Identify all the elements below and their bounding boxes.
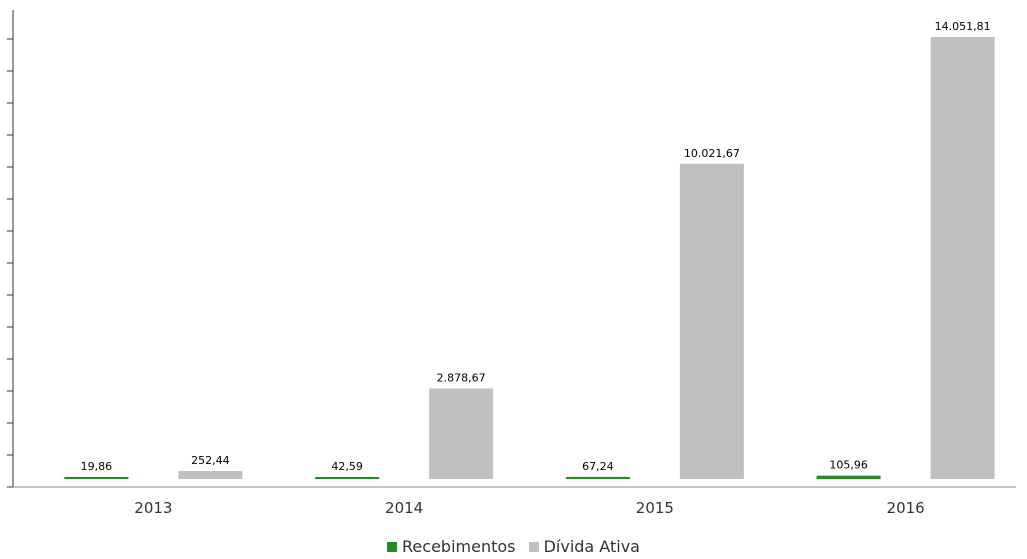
x-tick-label-2014: 2014 <box>385 499 423 517</box>
x-tick-label-2013: 2013 <box>134 499 172 517</box>
bar-recebimentos-2016[interactable] <box>816 475 881 479</box>
data-label-recebimentos-2016: 105,96 <box>829 459 868 472</box>
bar-divida-ativa-2015[interactable] <box>679 163 744 480</box>
legend: Recebimentos Dívida Ativa <box>0 537 1027 556</box>
chart-marks: 19,86 252,44 2013 42,59 2.878,67 2014 67,24 10.… <box>64 20 995 517</box>
bar-recebimentos-2014[interactable] <box>315 477 380 479</box>
chart: 19,86 252,44 2013 42,59 2.878,67 2014 67,24 10.… <box>7 10 1016 517</box>
data-label-divida-ativa-2014: 2.878,67 <box>437 371 486 384</box>
bar-recebimentos-2013[interactable] <box>64 477 129 479</box>
legend-swatch-divida-ativa <box>528 542 539 552</box>
data-label-divida-ativa-2013: 252,44 <box>191 454 230 467</box>
legend-item-recebimentos[interactable]: Recebimentos <box>387 537 515 556</box>
x-tick-label-2015: 2015 <box>636 499 674 517</box>
legend-label-divida-ativa: Dívida Ativa <box>543 537 640 556</box>
bar-divida-ativa-2016[interactable] <box>930 37 995 479</box>
data-label-recebimentos-2015: 67,24 <box>582 460 614 473</box>
x-tick-label-2016: 2016 <box>887 499 925 517</box>
data-label-divida-ativa-2015: 10.021,67 <box>684 147 740 160</box>
bar-divida-ativa-2013[interactable] <box>178 471 243 479</box>
data-label-recebimentos-2013: 19,86 <box>81 460 113 473</box>
y-axis-ticks <box>7 38 13 488</box>
data-label-recebimentos-2014: 42,59 <box>331 460 363 473</box>
data-label-divida-ativa-2016: 14.051,81 <box>935 20 991 33</box>
legend-swatch-recebimentos <box>387 542 398 552</box>
legend-label-recebimentos: Recebimentos <box>402 537 516 556</box>
bar-divida-ativa-2014[interactable] <box>429 388 494 479</box>
legend-item-divida-ativa[interactable]: Dívida Ativa <box>528 537 640 556</box>
bar-recebimentos-2015[interactable] <box>565 476 630 479</box>
